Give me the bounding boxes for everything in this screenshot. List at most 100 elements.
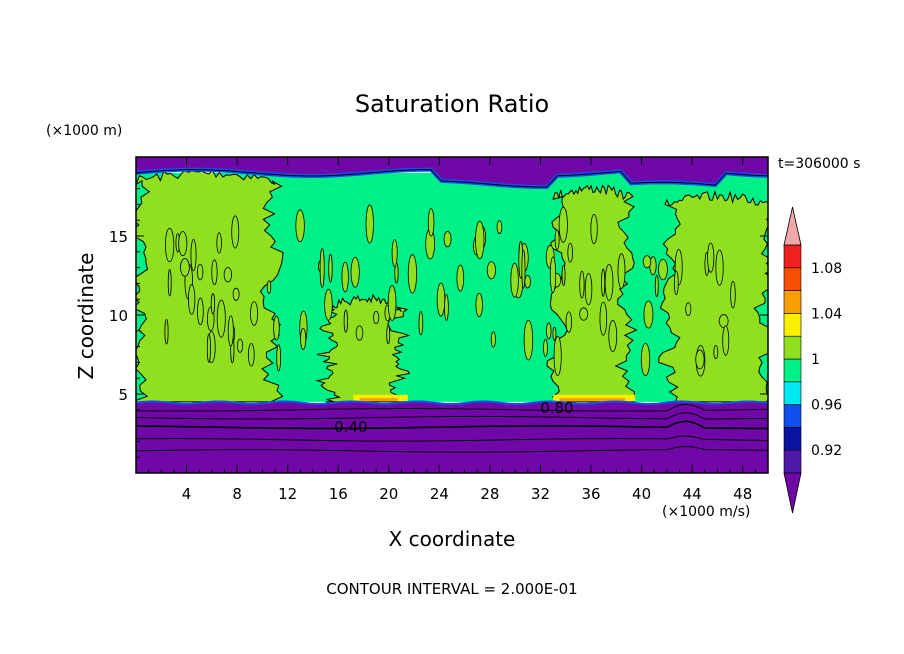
x-tick-label: 36 (581, 485, 600, 503)
colorbar-tick-label: 0.92 (811, 443, 842, 459)
contour-label: 0.80 (540, 399, 573, 417)
patch (350, 256, 360, 288)
patch (490, 331, 496, 348)
patch (373, 310, 380, 325)
x-tick-label: 4 (182, 485, 192, 503)
x-tick-label: 44 (683, 485, 702, 503)
patch (549, 256, 557, 294)
colorbar-tick-label: 1 (811, 352, 820, 368)
colorbar-tick-label: 0.96 (811, 398, 842, 414)
time-label: t=306000 s (778, 156, 860, 172)
colorbar-level (783, 381, 802, 405)
x-unit-label: (×1000 m/s) (662, 504, 750, 520)
patch (553, 335, 562, 377)
patch (608, 320, 618, 352)
patch (343, 309, 348, 333)
patch (436, 282, 446, 317)
x-tick-label: 24 (430, 485, 449, 503)
colorbar: 0.92 0.96 1 1.04 1.08 (783, 206, 842, 514)
patch (554, 229, 560, 250)
patch (565, 311, 573, 333)
patch (197, 297, 204, 326)
colorbar-over-triangle (783, 206, 802, 246)
patch (707, 242, 715, 273)
patch (601, 268, 606, 297)
patch (387, 285, 397, 321)
patch (599, 301, 608, 336)
y-unit-label: (×1000 m) (46, 123, 122, 139)
patch (190, 238, 197, 272)
x-tick-label: 32 (531, 485, 550, 503)
patch (247, 343, 255, 367)
x-tick-label: 12 (278, 485, 297, 503)
patch (456, 264, 465, 292)
patch (216, 232, 222, 254)
x-tick-label: 40 (632, 485, 651, 503)
patch (223, 267, 233, 283)
patch (579, 270, 585, 299)
patch (319, 247, 325, 288)
patch (391, 239, 398, 268)
x-tick-label: 20 (379, 485, 398, 503)
x-tick-label: 28 (480, 485, 499, 503)
x-tick-label: 48 (733, 485, 752, 503)
cloud-base-orange-2 (559, 397, 626, 402)
patch (216, 299, 226, 338)
patch (164, 319, 169, 345)
patch (715, 249, 724, 286)
chart-title: Saturation Ratio (355, 90, 549, 118)
contour-label: 0.40 (334, 418, 367, 436)
patch (521, 249, 526, 289)
patch (475, 292, 483, 318)
patch (180, 258, 190, 277)
patch (561, 264, 566, 286)
colorbar-level (783, 427, 802, 451)
patch (730, 280, 736, 309)
contour-lines (136, 169, 768, 453)
patch (486, 261, 496, 280)
patch (579, 307, 589, 321)
patch (365, 204, 374, 244)
patch (300, 327, 307, 350)
patch (546, 322, 552, 340)
patch (178, 230, 188, 257)
colorbar-level (783, 267, 802, 291)
patch (695, 349, 705, 370)
patch (407, 254, 418, 294)
patch (475, 220, 485, 260)
patch (266, 280, 272, 294)
region-saturated-cell-4 (658, 190, 768, 403)
contour-labels: 0.40 0.80 (334, 399, 573, 436)
colorbar-level (783, 358, 802, 383)
patch (617, 253, 626, 289)
contour-fills (136, 157, 768, 473)
patch (584, 273, 593, 306)
patch (188, 284, 196, 315)
patch (295, 209, 305, 243)
patch (231, 215, 240, 249)
patch (654, 274, 659, 298)
contour-line (136, 435, 768, 442)
region-saturated-cell-1 (136, 169, 284, 403)
patch (543, 338, 548, 357)
region-saturated-cell-2 (315, 293, 411, 403)
upper-layer-contour (136, 169, 768, 188)
lower-layer-edge (136, 400, 768, 405)
footer-contour-interval: CONTOUR INTERVAL = 2.000E-01 (326, 580, 577, 598)
y-tick-label: 5 (118, 386, 128, 404)
patch (164, 227, 175, 263)
colorbar-tick-label: 1.04 (811, 306, 842, 322)
x-tick-label: 8 (232, 485, 242, 503)
patch (685, 302, 692, 317)
patch (341, 261, 349, 293)
contour-line (136, 420, 768, 430)
patch (604, 264, 614, 301)
patch (510, 262, 519, 298)
contour-line (136, 412, 768, 420)
patch (386, 325, 391, 345)
x-tick-label: 16 (329, 485, 348, 503)
patch (718, 314, 729, 329)
colorbar-level (783, 313, 802, 337)
patch (673, 270, 679, 296)
patch (642, 255, 652, 269)
